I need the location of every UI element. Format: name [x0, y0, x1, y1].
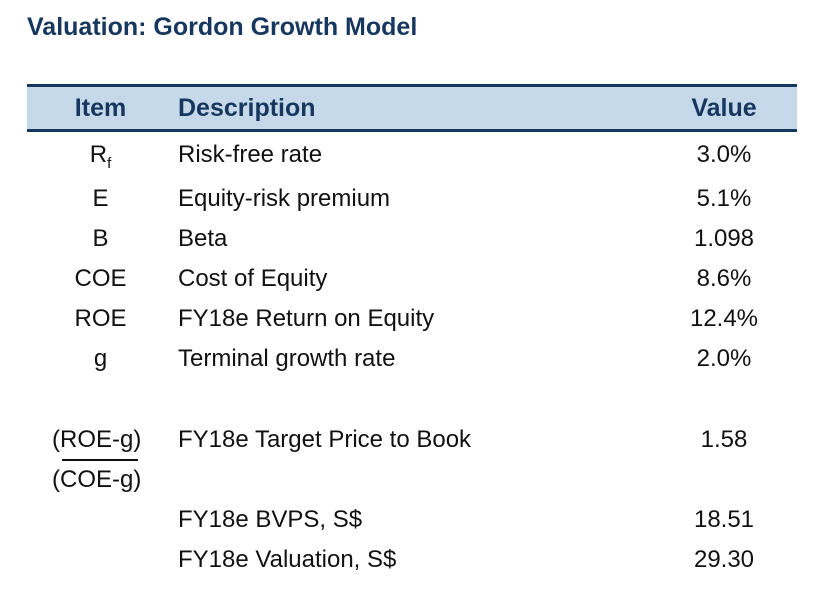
fraction-denominator: (COE-g): [52, 466, 142, 493]
row-value: 2.0%: [696, 345, 752, 372]
item-subscript: f: [107, 155, 112, 172]
item-symbol: R: [89, 141, 108, 168]
fraction-bar: [62, 459, 138, 461]
row-value: 3.0%: [696, 141, 752, 168]
page-title: Valuation: Gordon Growth Model: [27, 13, 418, 41]
table-header-band: [27, 84, 797, 132]
row-item: E: [92, 185, 109, 212]
bvps-description: FY18e BVPS, S$: [178, 506, 363, 533]
row-value: 5.1%: [696, 185, 752, 212]
column-header-description: Description: [178, 94, 316, 122]
column-header-item: Item: [74, 94, 127, 122]
row-description: Risk-free rate: [178, 141, 323, 168]
row-value: 1.098: [693, 225, 755, 252]
row-value: 8.6%: [696, 265, 752, 292]
row-description: Cost of Equity: [178, 265, 328, 292]
fraction-numerator: (ROE-g): [52, 426, 142, 453]
bvps-value: 18.51: [693, 506, 755, 533]
row-description: Beta: [178, 225, 228, 252]
row-value: 12.4%: [689, 305, 759, 332]
target-pb-value: 1.58: [700, 426, 748, 453]
valuation-value: 29.30: [693, 546, 755, 573]
row-description: FY18e Return on Equity: [178, 305, 435, 332]
row-item: g: [93, 345, 108, 372]
row-item: ROE: [74, 305, 127, 332]
valuation-description: FY18e Valuation, S$: [178, 546, 397, 573]
row-item: COE: [74, 265, 127, 292]
row-item-risk-free: Rf: [27, 140, 174, 179]
column-header-value: Value: [691, 94, 757, 122]
row-item: B: [92, 225, 109, 252]
row-description: Terminal growth rate: [178, 345, 396, 372]
target-pb-description: FY18e Target Price to Book: [178, 426, 472, 453]
row-description: Equity-risk premium: [178, 185, 391, 212]
